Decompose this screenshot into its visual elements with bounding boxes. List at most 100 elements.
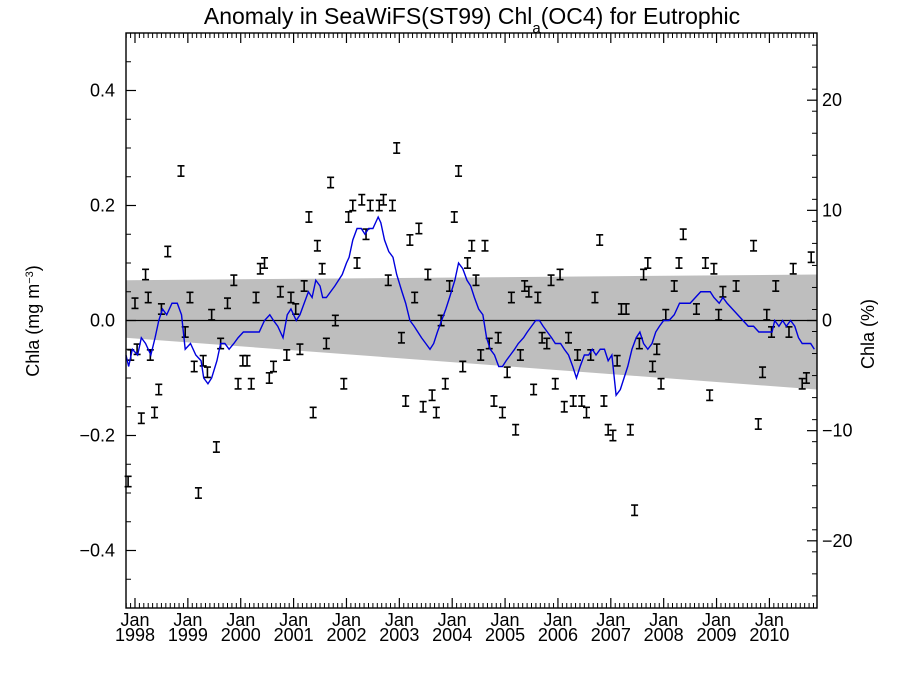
data-point [305,211,313,223]
x-tick-year: 2002 [326,625,366,645]
data-point [353,257,361,269]
data-point [754,418,762,430]
left-y-title-main: Chla (mg m [23,284,43,377]
data-point [239,354,247,367]
data-point [411,291,419,304]
data-point [190,360,198,373]
data-point [300,280,308,292]
data-point [432,406,440,419]
x-tick-month: Jan [385,610,414,630]
data-point [164,245,172,258]
data-point [345,211,353,223]
data-point [402,395,410,407]
data-point [679,228,687,241]
data-point [208,308,216,321]
data-point [415,222,423,235]
data-point [525,285,533,298]
data-point [256,262,264,275]
data-point [640,268,648,281]
data-point [631,504,639,517]
data-point [490,395,498,407]
x-tick-month: Jan [438,610,467,630]
data-point [276,285,284,298]
x-tick-month: Jan [226,610,255,630]
data-point [512,423,520,436]
data-point [397,331,405,344]
data-point [406,234,414,246]
data-point [155,383,163,396]
x-tick-month: Jan [755,610,784,630]
data-point [393,142,401,154]
data-point [750,239,758,252]
x-tick-month: Jan [120,610,149,630]
data-point [507,291,515,304]
data-point [468,239,476,252]
data-point [789,262,797,275]
data-point [296,343,304,356]
data-point [569,395,577,407]
data-point [230,274,238,287]
x-tick-month: Jan [702,610,731,630]
data-point [657,377,665,390]
data-point [318,262,326,275]
x-tick-year: 2006 [538,625,578,645]
data-point [331,314,339,327]
title-main: Anomaly in SeaWiFS(ST99) Chl [204,3,533,29]
data-point [131,297,139,310]
data-point [622,303,630,315]
data-point [596,234,604,246]
data-point [710,262,718,275]
x-tick-year: 1999 [168,625,208,645]
data-point [530,383,538,396]
data-point [366,199,374,212]
data-point [252,291,260,304]
left-y-title-superscript: −3 [24,271,36,284]
data-point [247,377,255,390]
data-point [644,257,652,269]
right-y-axis-title: Chla (%) [858,299,878,369]
plot-area [124,142,817,517]
data-point [459,360,467,373]
data-point [388,199,396,212]
data-point [578,395,586,407]
data-point [798,377,806,390]
data-point [547,274,555,287]
data-point [516,349,524,361]
left-y-axis-title: Chla (mg m−3) [23,265,43,377]
chart-title: Anomaly in SeaWiFS(ST99) Chla(OC4) for E… [204,3,740,37]
data-point [362,228,370,241]
data-point [349,199,357,212]
data-point [142,268,150,281]
x-tick-year: 2010 [749,625,789,645]
data-point [477,349,485,361]
title-subscript: a [532,20,541,37]
data-point [199,354,207,367]
data-point [472,274,480,287]
y-tick-label-right: 10 [822,200,842,220]
data-point [441,377,449,390]
data-point [428,389,436,402]
x-tick-month: Jan [332,610,361,630]
data-point [234,377,242,390]
data-point [151,406,159,419]
data-point [494,331,502,344]
data-point [358,193,366,206]
data-point [701,257,709,269]
data-point [565,331,573,344]
data-point [340,377,348,390]
y-tick-label-right: 0 [822,311,832,331]
data-point [538,331,546,344]
left-y-axis-ticks: −0.4 −0.2 0.0 0.2 0.4 [79,32,136,609]
data-point [503,366,511,379]
data-point [715,308,723,321]
data-point [551,377,559,390]
data-point [802,372,810,384]
data-point [649,360,657,373]
data-point [574,349,582,361]
data-point [653,343,661,356]
data-point [322,337,330,350]
data-point [543,337,551,350]
data-point [212,441,220,453]
data-point [534,291,542,304]
y-tick-label-left: 0.0 [90,311,115,331]
